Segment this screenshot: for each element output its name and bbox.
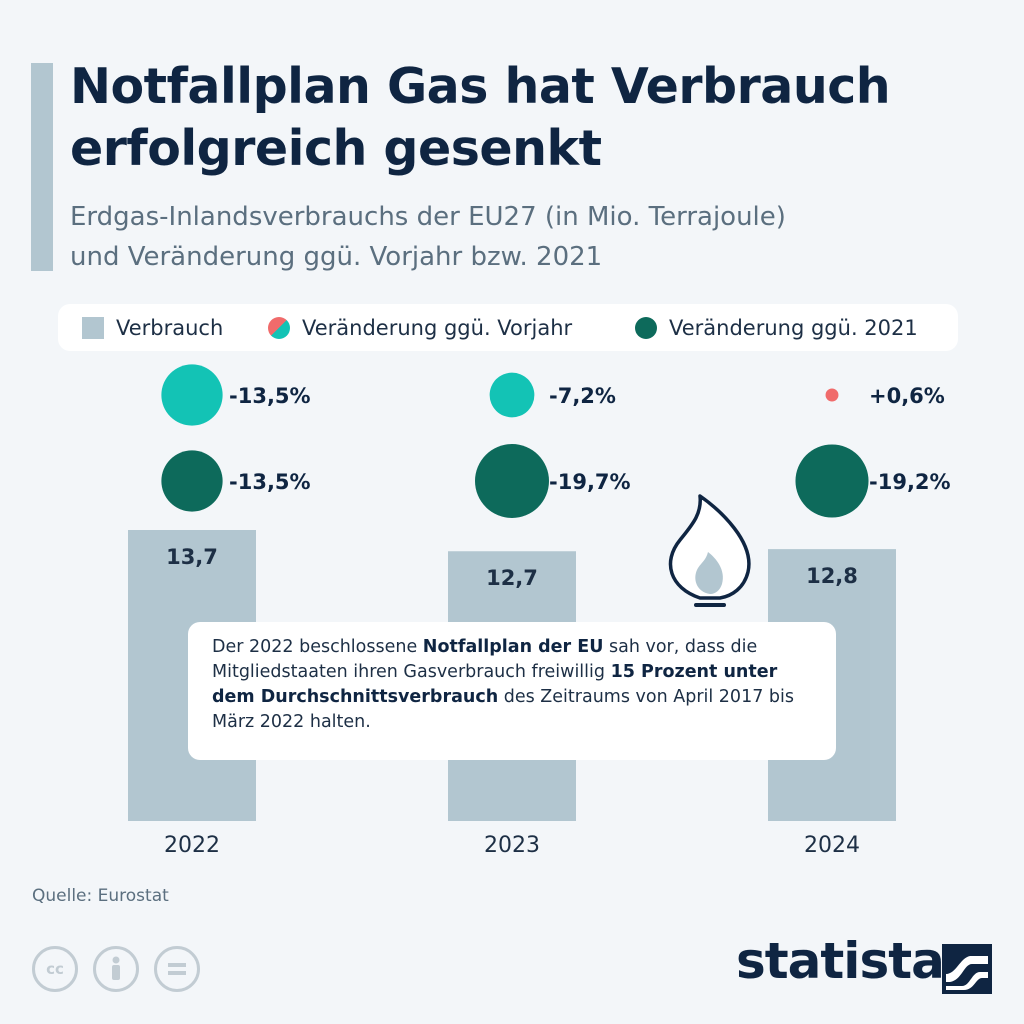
brand-name[interactable]: statista — [736, 932, 945, 990]
bar-value-label-2023: 12,7 — [486, 566, 538, 590]
bar-value-label-2022: 13,7 — [166, 545, 218, 569]
label-vorjahr-2023: -7,2% — [549, 384, 616, 408]
cc-icon[interactable]: cc — [32, 946, 78, 992]
source-note: Quelle: Eurostat — [32, 886, 169, 906]
x-tick-label-2023: 2023 — [484, 833, 540, 858]
gas-flame-icon — [668, 494, 751, 607]
title-accent-bar — [31, 63, 53, 271]
bubble-2021-2024 — [795, 444, 869, 518]
bubble-2021-2022 — [161, 450, 223, 512]
bar-value-label-2024: 12,8 — [806, 564, 858, 588]
title-line-1: Notfallplan Gas hat Verbrauch — [70, 58, 891, 115]
x-tick-label-2022: 2022 — [164, 833, 220, 858]
x-tick-label-2024: 2024 — [804, 833, 860, 858]
bubble-vorjahr-2023 — [489, 372, 535, 418]
legend: Verbrauch Veränderung ggü. Vorjahr Verän… — [58, 304, 958, 351]
legend-swatch-2021 — [635, 316, 657, 339]
label-2021-2023: -19,7% — [549, 470, 631, 494]
equals-icon[interactable] — [154, 946, 200, 992]
legend-swatch-verbrauch — [82, 316, 104, 339]
note-text-3: des Zeitraums von April 2017 bis März 20… — [212, 687, 794, 732]
bubble-vorjahr-2024 — [825, 388, 839, 402]
chart-title: Notfallplan Gas hat Verbrauch erfolgreic… — [70, 56, 990, 180]
legend-swatch-vorjahr — [268, 316, 290, 339]
bubble-2021-2023 — [475, 444, 549, 518]
info-note: Der 2022 beschlossene Notfallplan der EU… — [188, 622, 836, 760]
label-vorjahr-2024: +0,6% — [869, 384, 945, 408]
person-icon[interactable] — [93, 946, 139, 992]
statista-logo-icon[interactable] — [942, 944, 992, 994]
note-text-2: sah vor, dass die Mitgliedstaaten ihren … — [212, 637, 758, 682]
subtitle-line-1: Erdgas-Inlandsverbrauchs der EU27 (in Mi… — [70, 202, 786, 232]
note-text-1: Der 2022 beschlossene — [212, 637, 423, 657]
legend-label-vorjahr: Veränderung ggü. Vorjahr — [302, 315, 573, 340]
legend-item-2021: Veränderung ggü. 2021 — [635, 304, 918, 351]
legend-item-vorjahr: Veränderung ggü. Vorjahr — [268, 304, 572, 351]
note-bold-2: 15 Prozent unter dem Durchschnittsverbra… — [212, 662, 778, 707]
note-bold-1: Notfallplan der EU — [422, 637, 604, 657]
legend-label-verbrauch: Verbrauch — [116, 315, 224, 340]
subtitle-line-2: und Veränderung ggü. Vorjahr bzw. 2021 — [70, 242, 603, 272]
label-2021-2024: -19,2% — [869, 470, 951, 494]
chart-subtitle: Erdgas-Inlandsverbrauchs der EU27 (in Mi… — [70, 197, 970, 277]
legend-label-2021: Veränderung ggü. 2021 — [669, 315, 918, 340]
label-vorjahr-2022: -13,5% — [229, 384, 311, 408]
label-2021-2022: -13,5% — [229, 470, 311, 494]
title-line-2: erfolgreich gesenkt — [70, 120, 602, 177]
bubble-vorjahr-2022 — [161, 364, 223, 426]
legend-item-verbrauch: Verbrauch — [82, 304, 223, 351]
